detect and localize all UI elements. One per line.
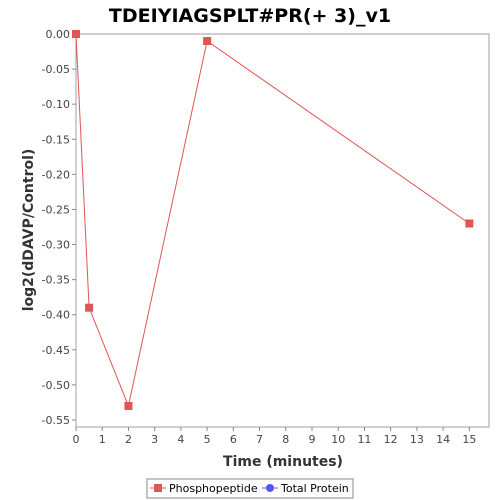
data-point-phosphopeptide	[203, 37, 212, 46]
x-tick-label: 3	[151, 433, 158, 446]
x-tick-label: 15	[462, 433, 476, 446]
legend: Phosphopeptide Total Protein	[146, 478, 354, 499]
x-tick-label: 4	[177, 433, 184, 446]
y-axis-label: log2(dDAVP/Control)	[21, 149, 37, 312]
x-tick-label: 2	[125, 433, 132, 446]
x-axis: 0 1 2 3 4 5 6 7 8 9 10 11 12 13 14 15	[73, 427, 476, 446]
x-tick-label: 11	[357, 433, 371, 446]
data-point-phosphopeptide	[72, 30, 80, 38]
y-tick-label: -0.35	[42, 274, 70, 287]
data-point-phosphopeptide	[465, 219, 474, 228]
y-tick-label: -0.45	[42, 344, 70, 357]
legend-box	[146, 478, 354, 499]
y-tick-label: -0.20	[42, 168, 70, 181]
x-tick-label: 1	[99, 433, 106, 446]
x-tick-label: 14	[436, 433, 450, 446]
x-axis-label: Time (minutes)	[223, 454, 343, 470]
x-tick-label: 12	[384, 433, 398, 446]
y-tick-label: 0.00	[46, 28, 71, 41]
y-tick-label: -0.55	[42, 414, 70, 427]
x-tick-label: 7	[256, 433, 263, 446]
y-tick-label: -0.40	[42, 309, 70, 322]
plot-area	[75, 33, 490, 428]
x-tick-label: 5	[204, 433, 211, 446]
legend-label-total-protein: Total Protein	[280, 482, 349, 495]
chart-title: TDEIYIAGSPLT#PR(+ 3)_v1	[109, 5, 391, 27]
x-tick-label: 13	[410, 433, 424, 446]
x-tick-label: 8	[282, 433, 289, 446]
x-tick-label: 6	[230, 433, 237, 446]
y-tick-label: -0.25	[42, 203, 70, 216]
y-axis: 0.00 -0.05 -0.10 -0.15 -0.20 -0.25 -0.30 -0.35 -…	[42, 28, 76, 427]
x-tick-label: 0	[73, 433, 80, 446]
y-tick-label: -0.15	[42, 133, 70, 146]
legend-label-phosphopeptide: Phosphopeptide	[169, 482, 258, 495]
y-tick-label: -0.50	[42, 379, 70, 392]
x-tick-label: 9	[309, 433, 316, 446]
data-point-phosphopeptide	[85, 303, 94, 312]
data-point-phosphopeptide	[124, 401, 133, 410]
series-layer	[72, 30, 474, 410]
legend-marker-phosphopeptide	[154, 484, 162, 492]
y-tick-label: -0.10	[42, 98, 70, 111]
y-tick-label: -0.30	[42, 239, 70, 252]
x-tick-label: 10	[331, 433, 345, 446]
legend-marker-total-protein	[266, 484, 274, 492]
y-tick-label: -0.05	[42, 63, 70, 76]
